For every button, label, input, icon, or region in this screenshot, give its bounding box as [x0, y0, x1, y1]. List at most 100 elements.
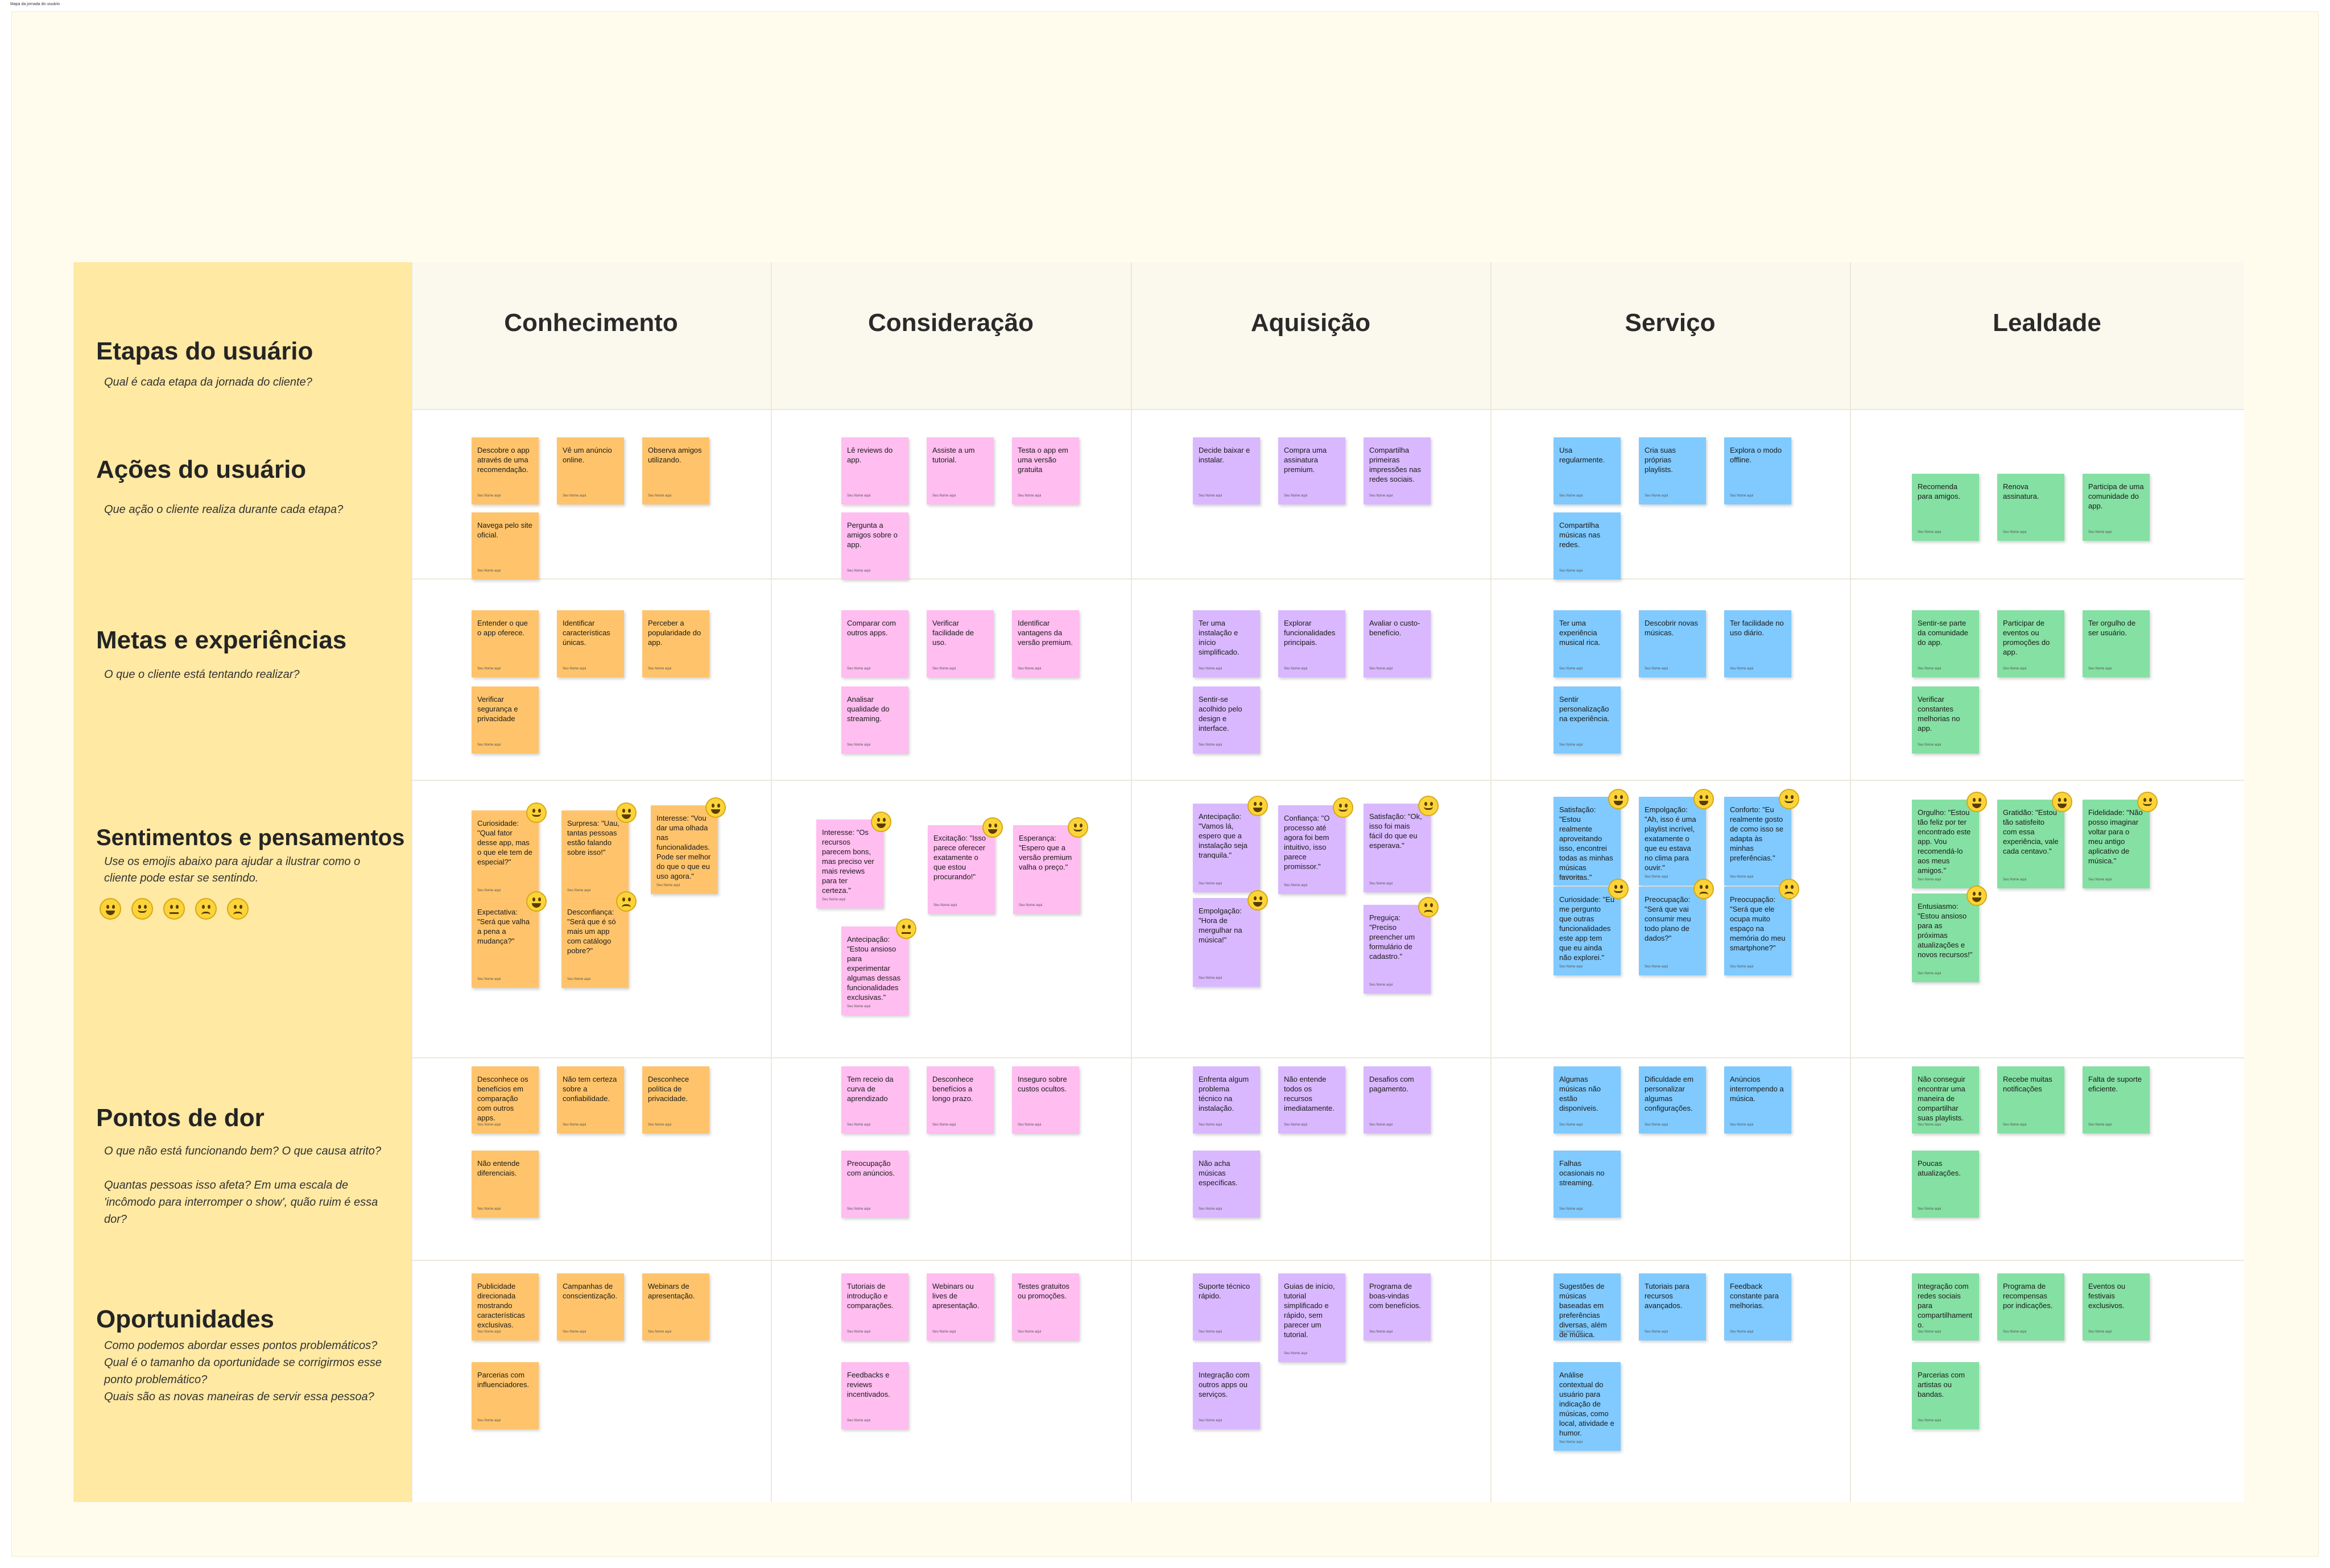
sticky-note[interactable]: Empolgação: "Ah, isso é uma playlist inc… [1639, 789, 1714, 886]
sticky-note[interactable]: Feedbacks e reviews incentivados. Seu Nom… [841, 1362, 908, 1429]
angry-emoji-icon[interactable] [227, 898, 249, 920]
sticky-note[interactable]: Enfrenta algum problema técnico na insta… [1193, 1066, 1260, 1133]
sticky-note[interactable]: Preocupação: "Será que ele ocupa muito e… [1724, 879, 1799, 975]
sticky-note[interactable]: Curiosidade: "Eu me pergunto que outras … [1554, 879, 1629, 975]
sticky-note[interactable]: Verificar segurança e privacidade Seu Nom… [472, 686, 539, 754]
sticky-note[interactable]: Desconhece os benefícios em comparação c… [472, 1066, 539, 1133]
sticky-note[interactable]: Interesse: "Vou dar uma olhada nas funci… [651, 797, 726, 894]
sticky-note[interactable]: Satisfação: "Estou realmente aproveitand… [1554, 789, 1629, 886]
smiling-emoji-icon[interactable] [131, 898, 153, 920]
sticky-note[interactable]: Fidelidade: "Não posso imaginar voltar p… [2083, 792, 2158, 888]
sticky-note[interactable]: Parcerias com artistas ou bandas. Seu Nom… [1912, 1362, 1979, 1429]
sticky-note[interactable]: Confiança: "O processo até agora foi bem… [1278, 797, 1353, 894]
sticky-note[interactable]: Ter orgulho de ser usuário. Seu Nome aqui [2083, 610, 2150, 677]
sticky-note[interactable]: Expectativa: "Será que valha a pena a mu… [472, 891, 547, 988]
sticky-note[interactable]: Falta de suporte eficiente. Seu Nome aqui [2083, 1066, 2150, 1133]
sticky-note[interactable]: Programa de boas-vindas com benefícios. S… [1364, 1273, 1431, 1341]
sticky-note[interactable]: Verificar constantes melhorias no app. Se… [1912, 686, 1979, 754]
sticky-note[interactable]: Dificuldade em personalizar algumas conf… [1639, 1066, 1706, 1133]
sticky-note[interactable]: Anúncios interrompendo a música. Seu Nome… [1724, 1066, 1791, 1133]
sticky-note[interactable]: Recomenda para amigos. Seu Nome aqui [1912, 474, 1979, 541]
sticky-note[interactable]: Compartilha primeiras impressões nas red… [1364, 437, 1431, 504]
sticky-note[interactable]: Parcerias com influenciadores. Seu Nome a… [472, 1362, 539, 1429]
sticky-note[interactable]: Programa de recompensas por indicações. S… [1997, 1273, 2064, 1341]
sticky-note[interactable]: Participar de eventos ou promoções do ap… [1997, 610, 2064, 677]
sticky-note[interactable]: Conforto: "Eu realmente gosto de como is… [1724, 789, 1799, 886]
sticky-note[interactable]: Eventos ou festivais exclusivos. Seu Nome… [2083, 1273, 2150, 1341]
sticky-note[interactable]: Análise contextual do usuário para indic… [1554, 1362, 1621, 1451]
sticky-note[interactable]: Navega pelo site oficial. Seu Nome aqui [472, 512, 539, 580]
sticky-note[interactable]: Tutoriais para recursos avançados. Seu No… [1639, 1273, 1706, 1341]
sticky-note[interactable]: Empolgação: "Hora de mergulhar na música… [1193, 890, 1268, 987]
sticky-note[interactable]: Antecipação: "Estou ansioso para experim… [841, 919, 916, 1015]
sticky-note[interactable]: Preocupação com anúncios. Seu Nome aqui [841, 1151, 908, 1218]
sticky-note[interactable]: Integração com outros apps ou serviços. S… [1193, 1362, 1260, 1429]
sticky-note[interactable]: Tem receio da curva de aprendizado Seu No… [841, 1066, 908, 1133]
sticky-note[interactable]: Desconhece benefícios a longo prazo. Seu … [927, 1066, 994, 1133]
sticky-note[interactable]: Assiste a um tutorial. Seu Nome aqui [927, 437, 994, 504]
sticky-note[interactable]: Sentir-se acolhido pelo design e interfa… [1193, 686, 1260, 754]
sticky-note[interactable]: Decide baixar e instalar. Seu Nome aqui [1193, 437, 1260, 504]
sticky-note[interactable]: Interesse: "Os recursos parecem bons, ma… [816, 812, 891, 908]
sticky-note[interactable]: Lê reviews do app. Seu Nome aqui [841, 437, 908, 504]
sticky-note[interactable]: Não tem certeza sobre a confiabilidade. S… [557, 1066, 624, 1133]
sticky-note[interactable]: Ter uma experiência musical rica. Seu Nom… [1554, 610, 1621, 677]
sticky-note[interactable]: Analisar qualidade do streaming. Seu Nome… [841, 686, 908, 754]
sticky-note[interactable]: Testa o app em uma versão gratuita Seu No… [1012, 437, 1079, 504]
sticky-note[interactable]: Não entende todos os recursos imediatame… [1278, 1066, 1345, 1133]
sticky-note[interactable]: Feedback constante para melhorias. Seu No… [1724, 1273, 1791, 1341]
sticky-note[interactable]: Identificar características únicas. Seu N… [557, 610, 624, 677]
sticky-note[interactable]: Excitação: "Isso parece oferecer exatame… [928, 817, 1003, 914]
neutral-emoji-icon[interactable] [163, 898, 185, 920]
sticky-note[interactable]: Curiosidade: "Qual fator desse app, mas … [472, 802, 547, 899]
sticky-note[interactable]: Compra uma assinatura premium. Seu Nome a… [1278, 437, 1345, 504]
sticky-note[interactable]: Testes gratuitos ou promoções. Seu Nome a… [1012, 1273, 1079, 1341]
sticky-note[interactable]: Preguiça: "Preciso preencher um formulár… [1364, 897, 1439, 994]
sticky-note[interactable]: Vê um anúncio online. Seu Nome aqui [557, 437, 624, 504]
sticky-note[interactable]: Inseguro sobre custos ocultos. Seu Nome a… [1012, 1066, 1079, 1133]
sticky-note[interactable]: Pergunta a amigos sobre o app. Seu Nome a… [841, 512, 908, 580]
sticky-note[interactable]: Antecipação: "Vamos lá, espero que a ins… [1193, 796, 1268, 892]
sticky-note[interactable]: Tutoriais de introdução e comparações. Se… [841, 1273, 908, 1341]
sticky-note[interactable]: Suporte técnico rápido. Seu Nome aqui [1193, 1273, 1260, 1341]
sticky-note[interactable]: Avaliar o custo-benefício. Seu Nome aqui [1364, 610, 1431, 677]
sticky-note[interactable]: Orgulho: "Estou tão feliz por ter encont… [1912, 792, 1987, 888]
sticky-note[interactable]: Algumas músicas não estão disponíveis. Se… [1554, 1066, 1621, 1133]
sticky-note[interactable]: Falhas ocasionais no streaming. Seu Nome … [1554, 1151, 1621, 1218]
sticky-note[interactable]: Explora o modo offline. Seu Nome aqui [1724, 437, 1791, 504]
sticky-note[interactable]: Publicidade direcionada mostrando caract… [472, 1273, 539, 1341]
sticky-note[interactable]: Explorar funcionalidades principais. Seu … [1278, 610, 1345, 677]
sticky-note[interactable]: Usa regularmente. Seu Nome aqui [1554, 437, 1621, 504]
sticky-note[interactable]: Entender o que o app oferece. Seu Nome aq… [472, 610, 539, 677]
sticky-note[interactable]: Sugestões de músicas baseadas em preferê… [1554, 1273, 1621, 1341]
sticky-note[interactable]: Entusiasmo: "Estou ansioso para as próxi… [1912, 886, 1987, 982]
sticky-note[interactable]: Descobre o app através de uma recomendaç… [472, 437, 539, 504]
sticky-note[interactable]: Surpresa: "Uau, tantas pessoas estão fal… [561, 802, 637, 899]
sticky-note[interactable]: Verificar facilidade de uso. Seu Nome aqu… [927, 610, 994, 677]
sticky-note[interactable]: Compartilha músicas nas redes. Seu Nome a… [1554, 512, 1621, 580]
sticky-note[interactable]: Não conseguir encontrar uma maneira de c… [1912, 1066, 1979, 1133]
sticky-note[interactable]: Observa amigos utilizando. Seu Nome aqui [642, 437, 709, 504]
sticky-note[interactable]: Sentir-se parte da comunidade do app. Seu… [1912, 610, 1979, 677]
sticky-note[interactable]: Cria suas próprias playlists. Seu Nome aq… [1639, 437, 1706, 504]
sticky-note[interactable]: Recebe muitas notificações Seu Nome aqui [1997, 1066, 2064, 1133]
sticky-note[interactable]: Integração com redes sociais para compar… [1912, 1273, 1979, 1341]
sticky-note[interactable]: Perceber a popularidade do app. Seu Nome … [642, 610, 709, 677]
sticky-note[interactable]: Gratidão: "Estou tão satisfeito com essa… [1997, 792, 2072, 888]
sticky-note[interactable]: Não acha músicas específicas. Seu Nome aq… [1193, 1151, 1260, 1218]
sticky-note[interactable]: Participa de uma comunidade do app. Seu N… [2083, 474, 2150, 541]
sticky-note[interactable]: Identificar vantagens da versão premium.… [1012, 610, 1079, 677]
sticky-note[interactable]: Preocupação: "Será que vai consumir meu … [1639, 879, 1714, 975]
sticky-note[interactable]: Descobrir novas músicas. Seu Nome aqui [1639, 610, 1706, 677]
sticky-note[interactable]: Comparar com outros apps. Seu Nome aqui [841, 610, 908, 677]
sticky-note[interactable]: Desconhece política de privacidade. Seu N… [642, 1066, 709, 1133]
sticky-note[interactable]: Sentir personalização na experiência. Seu… [1554, 686, 1621, 754]
sticky-note[interactable]: Esperança: "Espero que a versão premium … [1013, 817, 1088, 914]
frowning-emoji-icon[interactable] [195, 898, 217, 920]
sticky-note[interactable]: Satisfação: "Ok, isso foi mais fácil do … [1364, 796, 1439, 892]
sticky-note[interactable]: Desconfiança: "Será que é só mais um app… [561, 891, 637, 988]
sticky-note[interactable]: Ter facilidade no uso diário. Seu Nome aq… [1724, 610, 1791, 677]
sticky-note[interactable]: Renova assinatura. Seu Nome aqui [1997, 474, 2064, 541]
grinning-emoji-icon[interactable] [100, 898, 121, 920]
sticky-note[interactable]: Webinars de apresentação. Seu Nome aqui [642, 1273, 709, 1341]
